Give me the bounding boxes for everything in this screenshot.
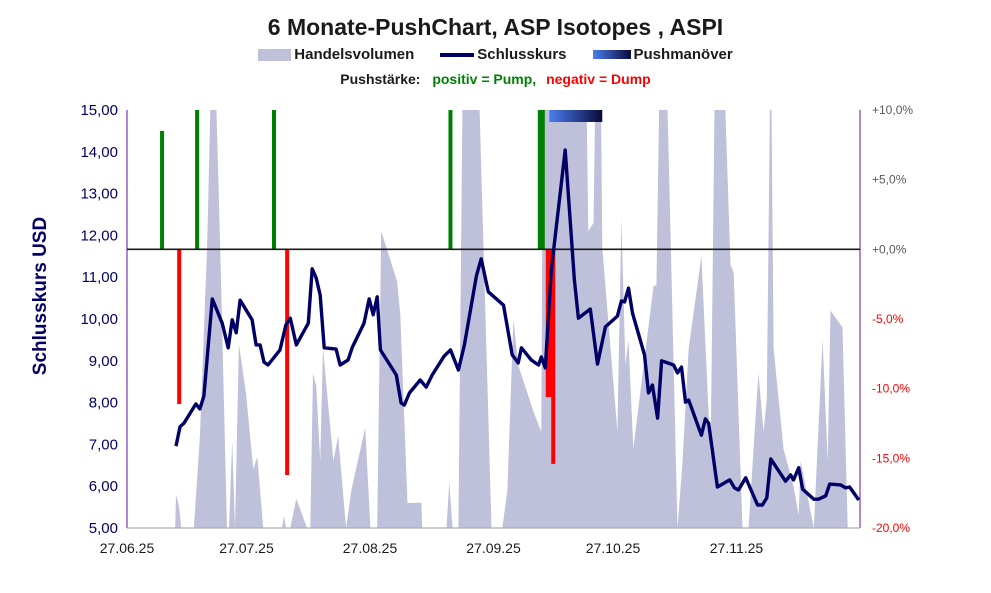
dump-bar	[177, 249, 182, 404]
legend-label: Handelsvolumen	[294, 46, 415, 63]
x-tick-label: 27.07.25	[219, 540, 274, 556]
y2-tick-label: -10,0%	[872, 382, 910, 396]
y-tick-label: 12,00	[80, 227, 118, 244]
volume-swatch	[258, 48, 292, 61]
y-tick-label: 7,00	[89, 436, 118, 453]
push-strength-note: Pushstärke: positiv = Pump, negativ = Du…	[0, 71, 991, 87]
y2-tick-label: +0,0%	[872, 242, 907, 256]
push-positive-label: positiv = Pump,	[432, 71, 537, 87]
pump-bar	[271, 110, 276, 250]
y2-tick-label: +10,0%	[872, 103, 913, 117]
price-swatch	[440, 52, 475, 57]
y-tick-label: 10,00	[80, 311, 118, 328]
y2-tick-label: -5,0%	[872, 312, 904, 326]
pump-bar	[160, 130, 165, 250]
y-tick-label: 6,00	[89, 478, 118, 495]
pump-bar	[537, 110, 545, 250]
legend-label: Schlusskurs	[477, 46, 567, 63]
legend-item-volume: Handelsvolumen	[258, 46, 414, 63]
chart-title: 6 Monate-PushChart, ASP Isotopes , ASPI	[267, 14, 724, 40]
dump-bar	[285, 249, 290, 476]
y-tick-label: 13,00	[80, 186, 118, 203]
dump-bar	[551, 249, 556, 464]
y-tick-label: 15,00	[80, 102, 118, 119]
push-strength-label: Pushstärke:	[340, 71, 421, 87]
price-line	[174, 148, 861, 507]
y-tick-label: 8,00	[89, 395, 118, 412]
y-tick-label: 14,00	[80, 144, 118, 161]
y2-tick-label: -15,0%	[872, 451, 910, 465]
pump-bar	[195, 110, 200, 250]
volume-area	[175, 110, 860, 528]
y2-tick-label: +5,0%	[872, 173, 907, 187]
x-tick-label: 27.11.25	[710, 540, 764, 556]
x-tick-label: 27.10.25	[586, 540, 641, 556]
y-tick-label: 11,00	[82, 269, 118, 286]
legend-item-push: Pushmanöver	[592, 46, 733, 63]
legend-item-price: Schlusskurs	[440, 46, 567, 63]
y-tick-label: 9,00	[89, 353, 118, 370]
pump-bar	[448, 110, 453, 250]
x-tick-label: 27.09.25	[466, 540, 521, 556]
x-tick-label: 27.06.25	[100, 540, 155, 556]
push-swatch	[592, 50, 631, 59]
y-axis-title: Schlusskurs USD	[30, 217, 51, 375]
push-negative-label: negativ = Dump	[546, 71, 651, 87]
push-maneuver-bar	[549, 110, 603, 122]
legend-label: Pushmanöver	[633, 46, 733, 63]
y-tick-label: 5,00	[89, 520, 118, 537]
x-tick-label: 27.08.25	[343, 540, 398, 556]
legend: Handelsvolumen Schlusskurs Pushmanöver	[0, 46, 991, 63]
y2-tick-label: -20,0%	[872, 521, 910, 535]
